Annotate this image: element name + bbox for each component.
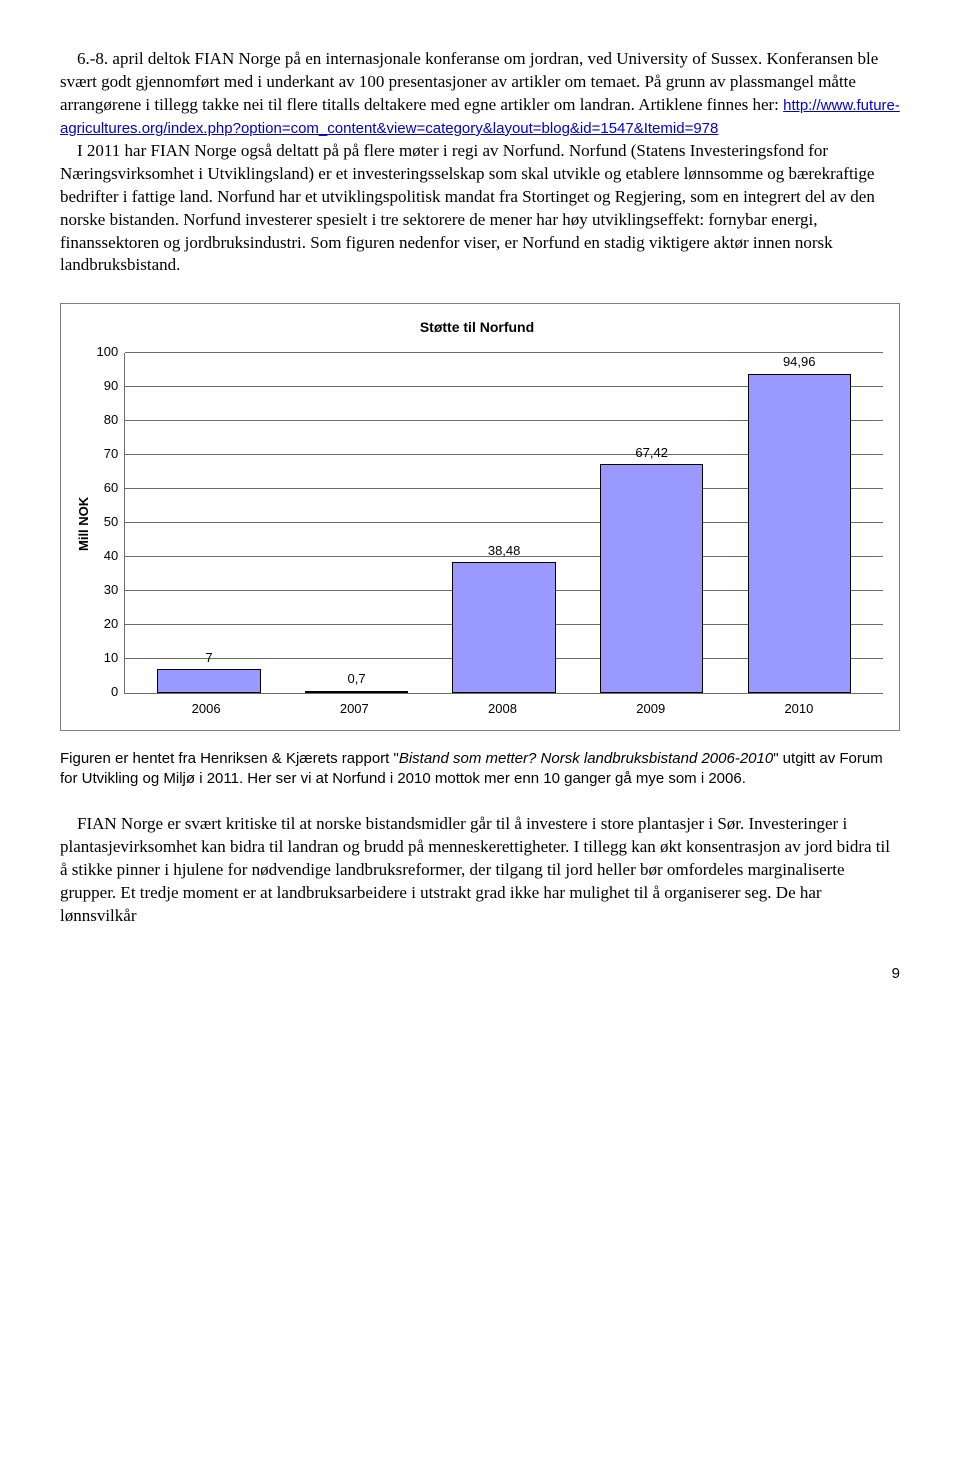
chart-ylabel: Mill NOK bbox=[71, 353, 97, 694]
bar-value-label: 67,42 bbox=[635, 444, 668, 462]
xtick-label: 2009 bbox=[577, 700, 725, 718]
chart-area: Mill NOK 1009080706050403020100 7 0,7 38,4… bbox=[71, 353, 883, 694]
bar bbox=[452, 562, 555, 693]
bar-slot: 94,96 bbox=[725, 353, 873, 693]
bar bbox=[748, 374, 851, 693]
paragraph-3: FIAN Norge er svært kritiske til at nors… bbox=[60, 813, 900, 928]
bar-value-label: 0,7 bbox=[348, 670, 366, 688]
bar-value-label: 38,48 bbox=[488, 542, 521, 560]
bar-slot: 67,42 bbox=[578, 353, 726, 693]
page-number: 9 bbox=[60, 964, 900, 984]
paragraph-1a: 6.-8. april deltok FIAN Norge på en inte… bbox=[60, 49, 883, 114]
bar bbox=[157, 669, 260, 693]
paragraph-1b: I 2011 har FIAN Norge også deltatt på på… bbox=[60, 141, 879, 275]
bar-slot: 0,7 bbox=[283, 353, 431, 693]
chart-yaxis: 1009080706050403020100 bbox=[97, 353, 125, 693]
chart-title: Støtte til Norfund bbox=[71, 318, 883, 337]
bar-slot: 7 bbox=[135, 353, 283, 693]
bar-slot: 38,48 bbox=[430, 353, 578, 693]
xtick-label: 2008 bbox=[428, 700, 576, 718]
caption-a: Figuren er hentet fra Henriksen & Kjæret… bbox=[60, 750, 399, 767]
caption-italic: Bistand som metter? Norsk landbruksbista… bbox=[399, 750, 773, 767]
paragraph-1: 6.-8. april deltok FIAN Norge på en inte… bbox=[60, 48, 900, 277]
bar bbox=[305, 691, 408, 693]
xtick-label: 2010 bbox=[725, 700, 873, 718]
figure-caption: Figuren er hentet fra Henriksen & Kjæret… bbox=[60, 749, 900, 790]
norfund-chart: Støtte til Norfund Mill NOK 100908070605… bbox=[60, 303, 900, 730]
chart-xaxis: 20062007200820092010 bbox=[122, 694, 883, 718]
chart-plot: 7 0,7 38,48 67,42 94,96 bbox=[124, 353, 883, 694]
xtick-label: 2007 bbox=[280, 700, 428, 718]
bar-value-label: 7 bbox=[205, 649, 212, 667]
bar bbox=[600, 464, 703, 693]
bar-value-label: 94,96 bbox=[783, 353, 816, 371]
xtick-label: 2006 bbox=[132, 700, 280, 718]
